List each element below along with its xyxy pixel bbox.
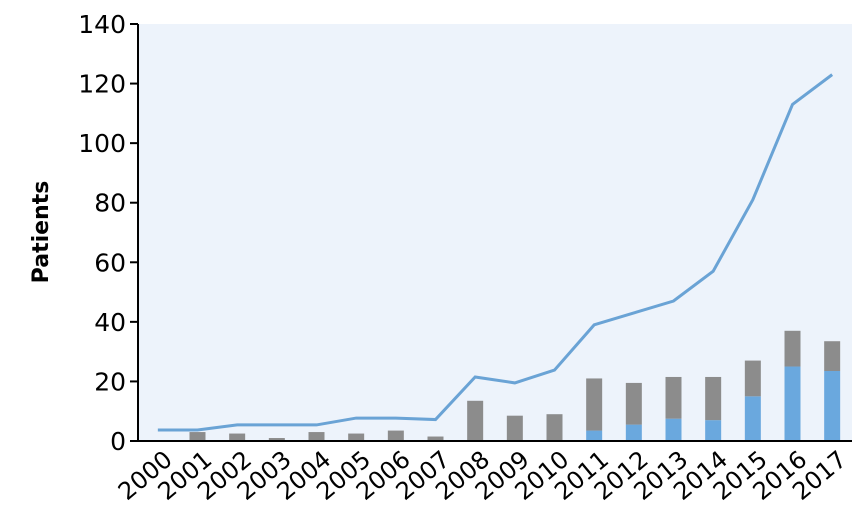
bar	[506, 415, 523, 441]
bar	[229, 433, 246, 441]
y-axis-label: Patients	[29, 181, 54, 284]
bar	[784, 366, 801, 441]
bar	[824, 371, 841, 441]
y-tick-label: 100	[78, 129, 126, 158]
bar	[744, 360, 761, 397]
bar	[427, 436, 444, 441]
bar	[308, 432, 325, 441]
y-tick-label: 140	[78, 10, 126, 39]
bar	[546, 414, 563, 441]
bar	[665, 376, 682, 419]
y-tick-label: 0	[110, 427, 126, 456]
bar	[348, 433, 365, 441]
bar	[705, 420, 722, 441]
bar	[665, 418, 682, 441]
bar	[824, 341, 841, 372]
bar	[189, 432, 206, 441]
y-tick-label: 80	[94, 189, 126, 218]
y-tick-label: 40	[94, 308, 126, 337]
line	[157, 73, 834, 432]
bar	[268, 438, 285, 441]
bar	[625, 382, 642, 425]
bar	[784, 330, 801, 367]
y-tick-label: 120	[78, 70, 126, 99]
bar	[586, 430, 603, 441]
y-tick-label: 20	[94, 367, 126, 396]
bar	[625, 424, 642, 441]
bar	[467, 400, 484, 441]
bar	[744, 396, 761, 441]
bar	[387, 430, 404, 441]
y-tick-label: 60	[94, 248, 126, 277]
bar	[705, 376, 722, 421]
bar	[586, 378, 603, 431]
